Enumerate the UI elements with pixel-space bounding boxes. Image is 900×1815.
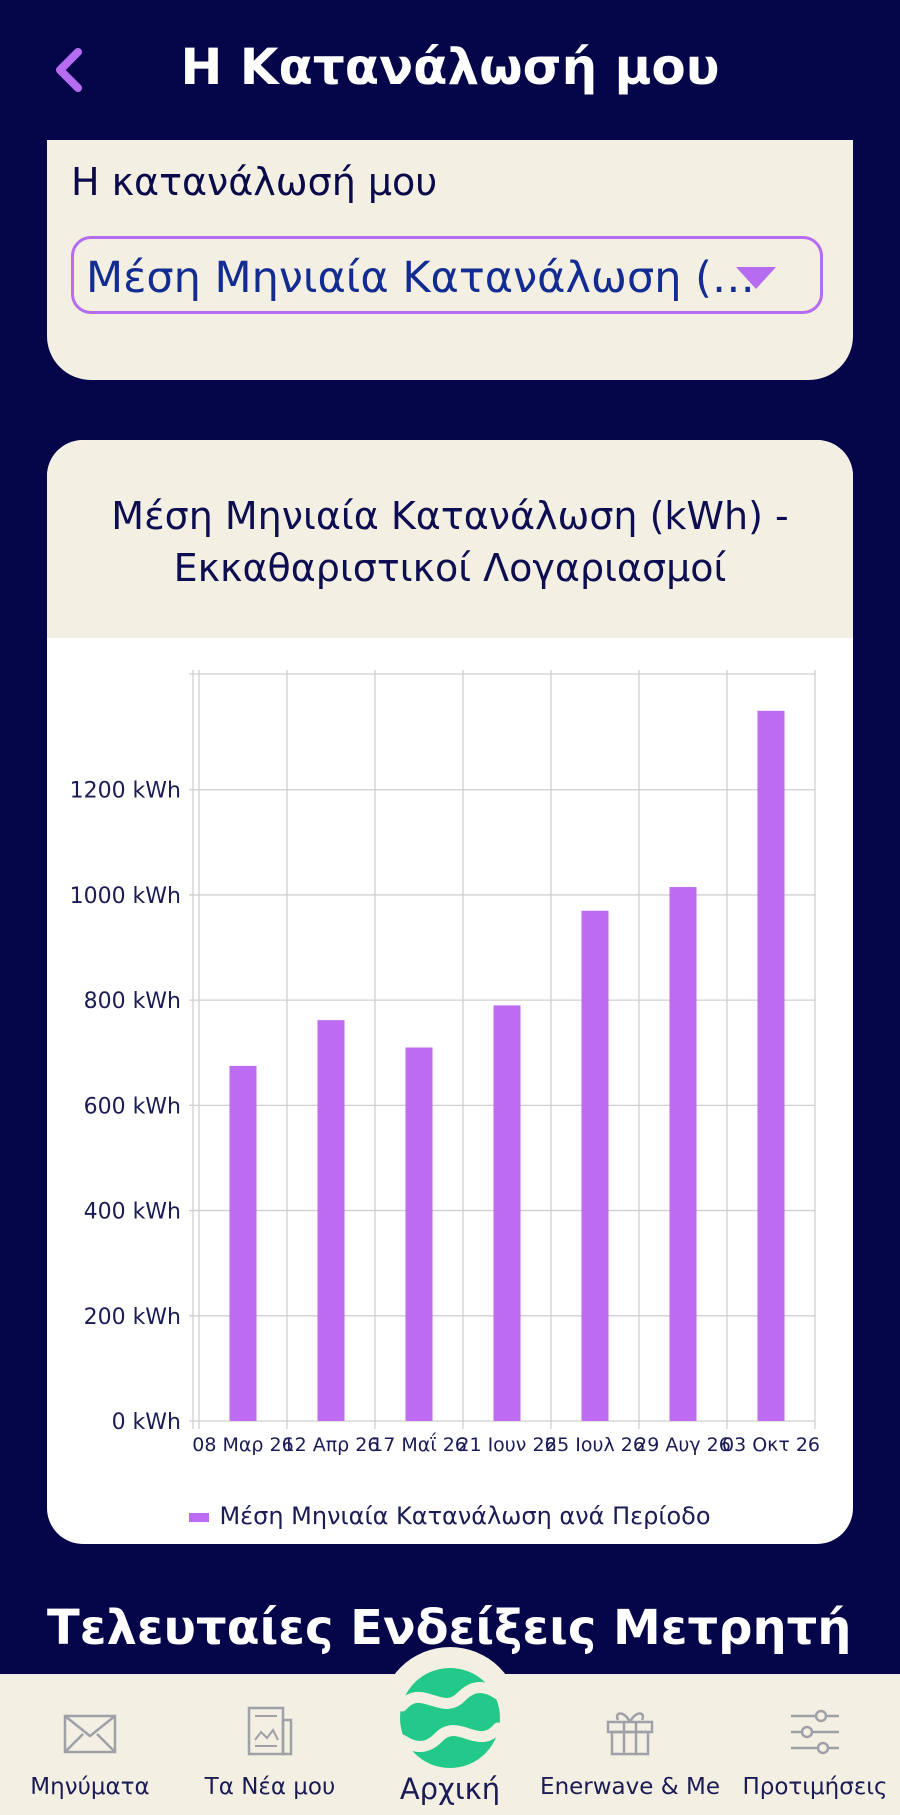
y-tick-label: 200 kWh bbox=[84, 1305, 181, 1330]
triangle-down-icon bbox=[736, 267, 776, 289]
bar-3 bbox=[405, 1047, 433, 1421]
consumption-selector-card: Η κατανάλωσή μου Μέση Μηνιαία Κατανάλωση… bbox=[47, 140, 853, 380]
nav-item-messages[interactable]: Μηνύματα bbox=[0, 1674, 180, 1815]
chart-legend: Μέση Μηνιαία Κατανάλωση ανά Περίοδο bbox=[47, 1502, 853, 1530]
consumption-type-dropdown[interactable]: Μέση Μηνιαία Κατανάλωση (k... bbox=[71, 236, 823, 314]
wave-logo-icon[interactable] bbox=[398, 1666, 502, 1770]
back-button[interactable] bbox=[48, 44, 92, 96]
chart-title-line-2: Εκκαθαριστικοί Λογαριασμοί bbox=[173, 546, 727, 590]
nav-label-home[interactable]: Αρχική bbox=[399, 1772, 501, 1806]
y-tick-label: 1000 kWh bbox=[70, 884, 181, 909]
app-header: Η Κατανάλωσή μου bbox=[0, 0, 900, 140]
section-title-meter-readings: Τελευταίες Ενδείξεις Μετρητή bbox=[47, 1600, 852, 1656]
chart-title-line-1: Μέση Μηνιαία Κατανάλωση (kWh) - bbox=[111, 494, 789, 538]
bar-2 bbox=[317, 1020, 345, 1421]
x-tick-label: 29 Αυγ 26 bbox=[635, 1434, 731, 1456]
legend-label: Μέση Μηνιαία Κατανάλωση ανά Περίοδο bbox=[219, 1502, 711, 1530]
consumption-chart-card: Μέση Μηνιαία Κατανάλωση (kWh) - Εκκαθαρι… bbox=[47, 440, 853, 1544]
x-tick-label: 25 Ιουλ 26 bbox=[545, 1434, 645, 1456]
nav-label-messages: Μηνύματα bbox=[30, 1774, 150, 1800]
page-title: Η Κατανάλωσή μου bbox=[180, 38, 720, 96]
bar-7 bbox=[757, 710, 785, 1421]
chevron-left-icon bbox=[56, 48, 82, 92]
legend-swatch bbox=[189, 1512, 210, 1522]
nav-label-preferences: Προτιμήσεις bbox=[742, 1774, 888, 1800]
bar-6 bbox=[669, 887, 697, 1421]
sliders-icon bbox=[791, 1709, 839, 1755]
bar-5 bbox=[581, 910, 609, 1421]
chart-header: Μέση Μηνιαία Κατανάλωση (kWh) - Εκκαθαρι… bbox=[47, 440, 853, 638]
x-tick-label: 08 Μαρ 26 bbox=[192, 1434, 293, 1456]
envelope-icon bbox=[63, 1714, 117, 1754]
bar-chart: 0 kWh 200 kWh 400 kWh 600 kWh 800 kWh 1000 kW… bbox=[70, 670, 820, 1456]
nav-item-news[interactable]: Τα Νέα μου bbox=[185, 1674, 355, 1815]
chart-title: Μέση Μηνιαία Κατανάλωση (kWh) - Εκκαθαρι… bbox=[67, 490, 833, 594]
bar-1 bbox=[229, 1065, 257, 1421]
nav-label-enerwave: Enerwave & Me bbox=[540, 1774, 720, 1800]
dropdown-selected-value: Μέση Μηνιαία Κατανάλωση (k... bbox=[86, 253, 776, 303]
nav-item-preferences[interactable]: Προτιμήσεις bbox=[730, 1674, 900, 1815]
newspaper-icon bbox=[247, 1706, 293, 1756]
nav-label-news: Τα Νέα μου bbox=[204, 1774, 336, 1800]
y-tick-label: 400 kWh bbox=[84, 1200, 181, 1225]
gift-icon bbox=[606, 1712, 654, 1756]
y-tick-label: 0 kWh bbox=[112, 1410, 181, 1435]
x-tick-label: 21 Ιουν 26 bbox=[457, 1434, 556, 1456]
y-tick-label: 800 kWh bbox=[84, 989, 181, 1014]
y-tick-label: 1200 kWh bbox=[70, 779, 181, 804]
bar-4 bbox=[493, 1005, 521, 1421]
y-tick-label: 600 kWh bbox=[84, 1094, 181, 1119]
nav-item-enerwave[interactable]: Enerwave & Me bbox=[540, 1674, 720, 1815]
bottom-navigation: Μηνύματα Τα Νέα μου Enerwave & Me bbox=[0, 1674, 900, 1815]
x-tick-label: 17 Μαΐ 26 bbox=[371, 1432, 467, 1456]
x-tick-label: 12 Απρ 26 bbox=[283, 1434, 380, 1456]
selector-label: Η κατανάλωσή μου bbox=[71, 160, 438, 204]
x-tick-label: 03 Οκτ 26 bbox=[722, 1434, 820, 1456]
